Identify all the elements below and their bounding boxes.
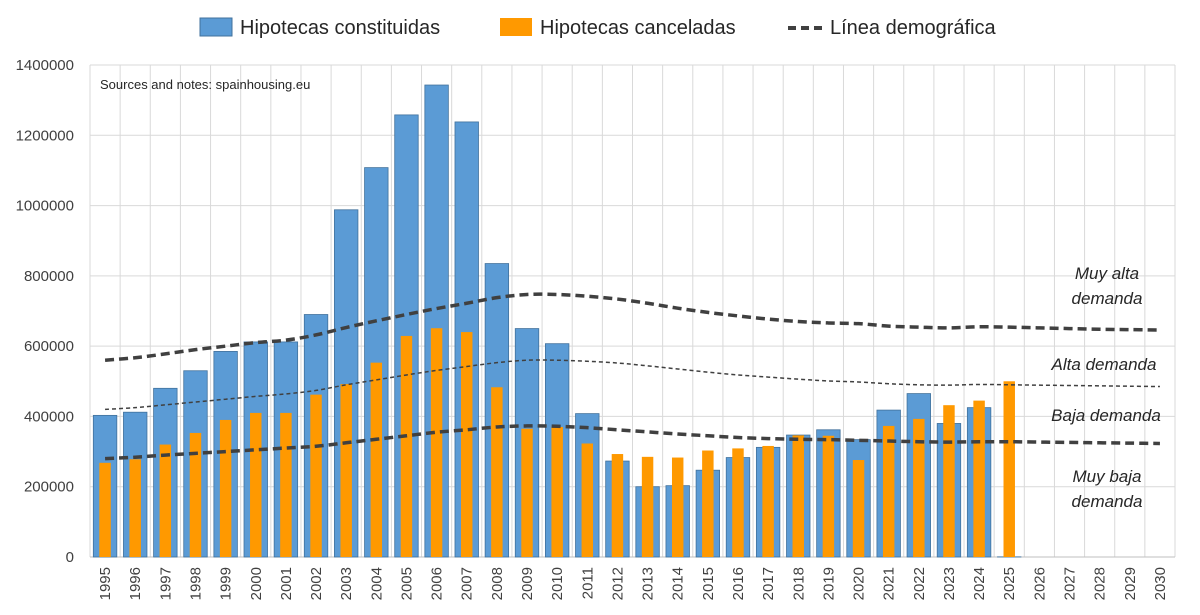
bar-canceladas [430, 328, 443, 557]
x-tick-label: 1999 [218, 567, 235, 600]
x-tick-label: 2001 [278, 567, 295, 600]
x-tick-label: 2026 [1031, 567, 1048, 600]
legend-label-canceladas: Hipotecas canceladas [540, 17, 736, 39]
x-tick-label: 2022 [911, 567, 928, 600]
bar-canceladas [310, 394, 322, 557]
x-tick-label: 2005 [398, 567, 415, 600]
annotation-muy-baja-2: demanda [1072, 492, 1143, 511]
x-tick-label: 1998 [187, 567, 204, 600]
bar-canceladas [400, 335, 413, 557]
x-tick-label: 2019 [820, 567, 837, 600]
bar-canceladas [792, 435, 804, 557]
bar-canceladas [219, 419, 232, 557]
x-tick-label: 2002 [308, 567, 325, 600]
x-tick-label: 2020 [851, 567, 868, 600]
line-annotations: Muy alta demanda Alta demanda Baja deman… [1051, 264, 1161, 511]
bars [92, 84, 1022, 558]
bar-canceladas [611, 454, 624, 557]
y-tick-label: 1000000 [16, 198, 74, 215]
bar-canceladas [461, 332, 473, 557]
y-tick-label: 1200000 [16, 127, 74, 144]
bar-canceladas [943, 405, 955, 557]
legend-swatch-canceladas [500, 18, 532, 36]
bar-canceladas [762, 445, 774, 557]
bar-canceladas [641, 456, 654, 557]
bar-canceladas [973, 400, 985, 557]
annotation-baja: Baja demanda [1051, 406, 1161, 425]
y-tick-label: 1400000 [16, 57, 74, 74]
x-axis-tick-labels: 1995 1996 1997 1998 1999 2000 2001 2002 2003 2004… [97, 567, 1169, 600]
x-tick-label: 2008 [489, 567, 506, 600]
x-tick-label: 2021 [881, 567, 898, 600]
x-tick-label: 1997 [157, 567, 174, 600]
x-tick-label: 2018 [790, 567, 807, 600]
bar-canceladas [702, 450, 714, 557]
legend-swatch-constituidas [199, 17, 233, 37]
x-tick-label: 2006 [429, 567, 446, 600]
x-tick-label: 2011 [579, 567, 596, 599]
y-tick-label: 0 [66, 549, 74, 566]
bar-canceladas [189, 432, 202, 557]
bar-canceladas [882, 425, 895, 557]
x-tick-label: 2030 [1152, 567, 1169, 600]
bar-canceladas [521, 428, 533, 557]
x-tick-label: 2017 [760, 567, 777, 600]
x-tick-label: 2000 [248, 567, 265, 600]
demographic-line-alta-demanda [105, 359, 1160, 411]
x-tick-label: 2015 [700, 567, 717, 600]
y-tick-label: 400000 [24, 408, 74, 425]
bar-canceladas [340, 384, 352, 557]
x-tick-label: 2013 [640, 567, 657, 600]
x-tick-label: 2003 [338, 567, 355, 600]
y-tick-label: 600000 [24, 338, 74, 355]
x-tick-label: 2025 [1001, 567, 1018, 600]
bar-canceladas [551, 426, 563, 557]
x-tick-label: 2004 [368, 567, 385, 600]
x-tick-label: 2014 [670, 567, 687, 600]
x-tick-label: 2024 [971, 567, 988, 600]
bar-canceladas [822, 435, 835, 557]
annotation-alta: Alta demanda [1051, 355, 1157, 374]
bar-canceladas [250, 412, 262, 557]
bar-canceladas [581, 443, 594, 557]
source-note: Sources and notes: spainhousing.eu [100, 77, 310, 92]
bar-canceladas [129, 459, 141, 557]
annotation-muy-baja-1: Muy baja [1073, 467, 1142, 486]
annotation-muy-alta-1: Muy alta [1075, 264, 1139, 283]
x-tick-label: 2012 [609, 567, 626, 600]
bar-canceladas [913, 418, 925, 557]
legend: Hipotecas constituidas Hipotecas cancela… [199, 17, 997, 39]
x-tick-label: 2016 [730, 567, 747, 600]
legend-label-constituidas: Hipotecas constituidas [240, 17, 440, 39]
x-tick-label: 2007 [459, 567, 476, 600]
demographic-lines [104, 292, 1160, 461]
x-tick-label: 2009 [519, 567, 536, 600]
bar-canceladas [99, 462, 111, 557]
bar-canceladas [732, 448, 744, 557]
x-tick-label: 2010 [549, 567, 566, 600]
bar-canceladas [1003, 381, 1015, 557]
x-tick-label: 2023 [941, 567, 958, 600]
bar-canceladas [852, 460, 865, 557]
x-tick-label: 1995 [97, 567, 114, 600]
bar-canceladas [491, 387, 503, 557]
bar-canceladas [159, 444, 172, 557]
x-tick-label: 2029 [1122, 567, 1139, 600]
x-tick-label: 2027 [1062, 567, 1079, 600]
y-tick-label: 200000 [24, 479, 74, 496]
bar-canceladas [370, 362, 383, 557]
x-tick-label: 1996 [127, 567, 144, 600]
legend-label-demografica: Línea demográfica [830, 17, 997, 39]
bar-canceladas [671, 457, 684, 557]
y-tick-label: 800000 [24, 268, 74, 285]
annotation-muy-alta-2: demanda [1072, 289, 1143, 308]
y-axis-tick-labels: 0 200000 400000 600000 800000 1000000 1200000 1… [16, 57, 74, 566]
x-tick-label: 2028 [1092, 567, 1109, 600]
demographic-line-muy-alta-demanda [104, 292, 1160, 362]
gridlines [89, 64, 1176, 558]
bar-canceladas [280, 412, 292, 557]
